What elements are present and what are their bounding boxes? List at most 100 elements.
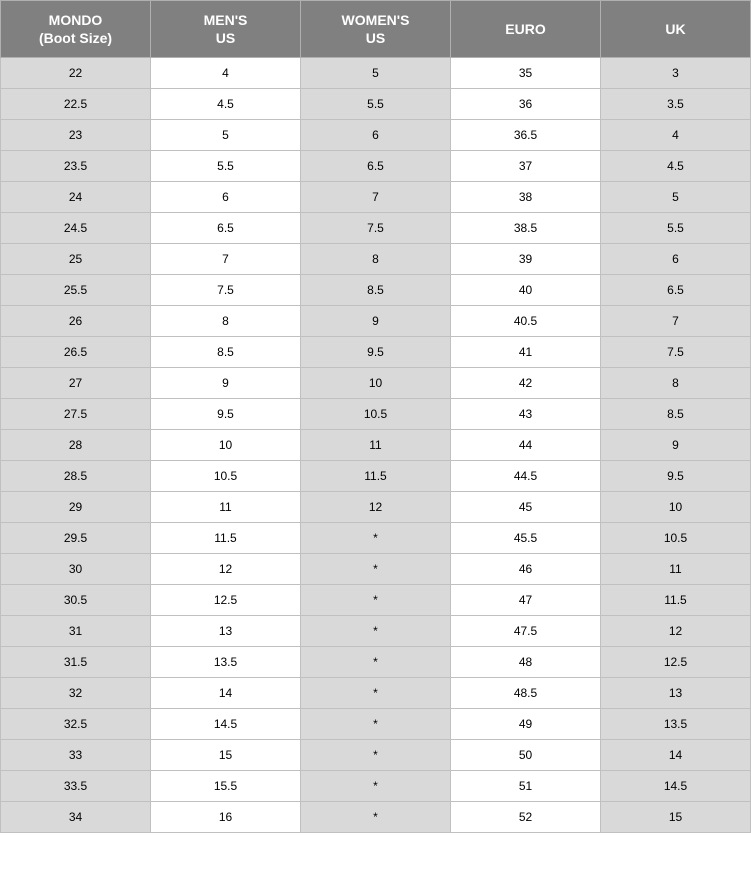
table-cell: 6.5 <box>301 151 451 182</box>
table-cell: 7.5 <box>601 337 751 368</box>
table-cell: 6 <box>301 120 451 151</box>
table-cell: 33 <box>1 740 151 771</box>
table-cell: 25.5 <box>1 275 151 306</box>
table-cell: 22.5 <box>1 89 151 120</box>
col-header-uk: UK <box>601 1 751 58</box>
table-cell: 38.5 <box>451 213 601 244</box>
table-cell: 8 <box>151 306 301 337</box>
table-row: 27.59.510.5438.5 <box>1 399 751 430</box>
table-cell: 13.5 <box>601 709 751 740</box>
table-cell: 24.5 <box>1 213 151 244</box>
table-cell: 15 <box>601 802 751 833</box>
table-cell: 10 <box>301 368 451 399</box>
table-cell: 30 <box>1 554 151 585</box>
table-cell: 3 <box>601 58 751 89</box>
table-cell: 5.5 <box>301 89 451 120</box>
table-cell: * <box>301 585 451 616</box>
table-cell: 44.5 <box>451 461 601 492</box>
table-cell: * <box>301 678 451 709</box>
table-cell: 10 <box>601 492 751 523</box>
table-row: 22.54.55.5363.5 <box>1 89 751 120</box>
table-cell: 6.5 <box>151 213 301 244</box>
table-cell: * <box>301 616 451 647</box>
table-cell: 8.5 <box>151 337 301 368</box>
table-cell: 13.5 <box>151 647 301 678</box>
table-cell: 14 <box>151 678 301 709</box>
table-cell: 51 <box>451 771 601 802</box>
table-cell: 32 <box>1 678 151 709</box>
table-row: 281011449 <box>1 430 751 461</box>
table-cell: 14 <box>601 740 751 771</box>
table-cell: 31 <box>1 616 151 647</box>
table-cell: 7 <box>301 182 451 213</box>
table-cell: 39 <box>451 244 601 275</box>
table-row: 2911124510 <box>1 492 751 523</box>
table-cell: 5.5 <box>151 151 301 182</box>
table-cell: 40 <box>451 275 601 306</box>
table-cell: 12 <box>601 616 751 647</box>
table-cell: 49 <box>451 709 601 740</box>
table-cell: 45.5 <box>451 523 601 554</box>
table-row: 32.514.5*4913.5 <box>1 709 751 740</box>
table-cell: 12.5 <box>151 585 301 616</box>
table-cell: * <box>301 771 451 802</box>
table-cell: 33.5 <box>1 771 151 802</box>
table-cell: 5.5 <box>601 213 751 244</box>
table-cell: 7.5 <box>301 213 451 244</box>
table-header: MONDO (Boot Size) MEN'S US WOMEN'S US EU… <box>1 1 751 58</box>
table-cell: 48.5 <box>451 678 601 709</box>
table-cell: 26.5 <box>1 337 151 368</box>
table-cell: * <box>301 802 451 833</box>
table-cell: * <box>301 709 451 740</box>
table-row: 2578396 <box>1 244 751 275</box>
table-cell: 47 <box>451 585 601 616</box>
col-header-euro: EURO <box>451 1 601 58</box>
table-cell: 52 <box>451 802 601 833</box>
table-cell: 4 <box>151 58 301 89</box>
table-cell: 30.5 <box>1 585 151 616</box>
table-cell: 43 <box>451 399 601 430</box>
table-cell: 7 <box>151 244 301 275</box>
table-cell: 6 <box>151 182 301 213</box>
table-cell: 11 <box>601 554 751 585</box>
table-row: 268940.57 <box>1 306 751 337</box>
table-cell: 25 <box>1 244 151 275</box>
table-cell: 22 <box>1 58 151 89</box>
table-cell: * <box>301 647 451 678</box>
table-cell: 7 <box>601 306 751 337</box>
table-cell: 36.5 <box>451 120 601 151</box>
table-cell: 9 <box>151 368 301 399</box>
table-row: 24.56.57.538.55.5 <box>1 213 751 244</box>
header-text: EURO <box>505 21 545 37</box>
table-cell: 10 <box>151 430 301 461</box>
table-cell: 10.5 <box>301 399 451 430</box>
table-cell: 8 <box>601 368 751 399</box>
table-cell: 9 <box>301 306 451 337</box>
table-cell: 27.5 <box>1 399 151 430</box>
table-cell: 12 <box>151 554 301 585</box>
table-row: 3214*48.513 <box>1 678 751 709</box>
table-cell: 9.5 <box>151 399 301 430</box>
table-cell: 14.5 <box>151 709 301 740</box>
table-cell: 44 <box>451 430 601 461</box>
table-row: 33.515.5*5114.5 <box>1 771 751 802</box>
table-cell: 9 <box>601 430 751 461</box>
table-cell: * <box>301 523 451 554</box>
table-cell: 8.5 <box>301 275 451 306</box>
table-cell: 28 <box>1 430 151 461</box>
table-row: 2245353 <box>1 58 751 89</box>
table-cell: 45 <box>451 492 601 523</box>
table-cell: 5 <box>151 120 301 151</box>
table-cell: 8.5 <box>601 399 751 430</box>
table-row: 27910428 <box>1 368 751 399</box>
table-cell: 15 <box>151 740 301 771</box>
table-cell: 23 <box>1 120 151 151</box>
table-cell: 16 <box>151 802 301 833</box>
table-cell: 6.5 <box>601 275 751 306</box>
table-cell: 37 <box>451 151 601 182</box>
table-row: 3113*47.512 <box>1 616 751 647</box>
table-cell: 11.5 <box>601 585 751 616</box>
table-cell: 50 <box>451 740 601 771</box>
table-row: 26.58.59.5417.5 <box>1 337 751 368</box>
table-cell: 9.5 <box>601 461 751 492</box>
